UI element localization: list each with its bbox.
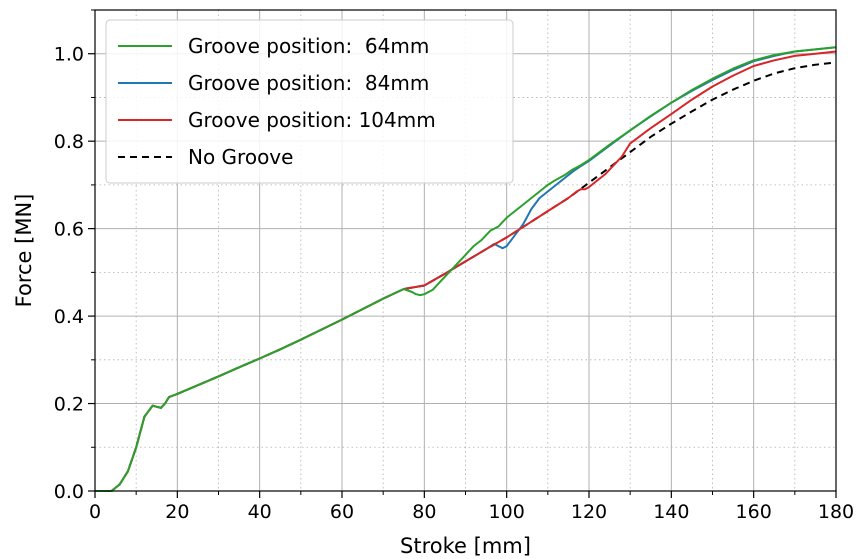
x-tick-label: 60 bbox=[330, 501, 354, 523]
legend-entry: Groove position: 64mm bbox=[188, 34, 429, 58]
minor-grid bbox=[95, 9, 836, 491]
x-tick-label: 80 bbox=[412, 501, 436, 523]
x-axis-label: Stroke [mm] bbox=[400, 534, 531, 558]
tick-labels: 0 20 40 60 80 100 120 140 160 180 0.0 0.2 0.4 0.6 0.8 1… bbox=[54, 44, 854, 523]
legend-entry: No Groove bbox=[188, 145, 293, 169]
y-tick-label: 0.4 bbox=[54, 306, 84, 328]
x-tick-label: 140 bbox=[653, 501, 689, 523]
x-tick-label: 0 bbox=[89, 501, 101, 523]
series-line bbox=[95, 46, 837, 492]
x-tick-label: 180 bbox=[818, 501, 854, 523]
legend: Groove position: 64mm Groove position: 84… bbox=[105, 19, 514, 184]
y-tick-label: 0.6 bbox=[54, 219, 84, 241]
y-tick-label: 0.0 bbox=[54, 481, 84, 503]
axis-ticks bbox=[88, 9, 837, 498]
x-tick-label: 40 bbox=[248, 501, 272, 523]
legend-box bbox=[105, 19, 514, 184]
legend-entry: Groove position: 84mm bbox=[188, 71, 429, 95]
y-axis-label: Force [MN] bbox=[12, 194, 36, 308]
y-tick-label: 0.2 bbox=[54, 394, 84, 416]
legend-entry: Groove position: 104mm bbox=[188, 108, 436, 132]
series-lines bbox=[95, 46, 837, 492]
y-tick-label: 1.0 bbox=[54, 44, 84, 66]
y-tick-label: 0.8 bbox=[54, 131, 84, 153]
x-tick-label: 120 bbox=[571, 501, 607, 523]
x-tick-label: 160 bbox=[736, 501, 772, 523]
x-tick-label: 100 bbox=[489, 501, 525, 523]
x-tick-label: 20 bbox=[165, 501, 189, 523]
